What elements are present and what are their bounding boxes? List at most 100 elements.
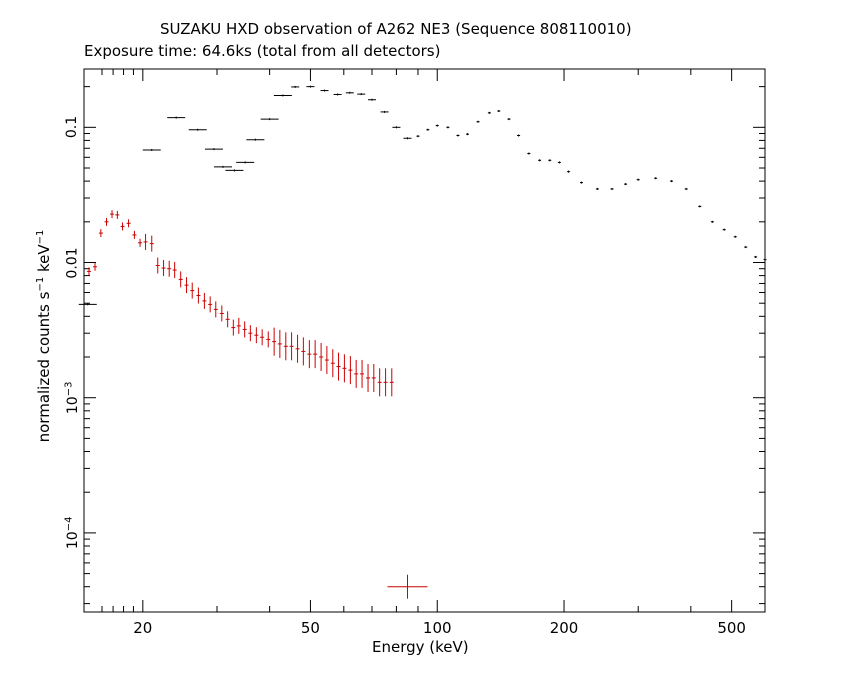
data-point xyxy=(722,228,726,231)
data-point xyxy=(167,116,186,119)
y-tick-label: 10−3 xyxy=(62,381,81,414)
data-point xyxy=(178,271,183,288)
data-point xyxy=(188,128,207,131)
data-point xyxy=(336,352,341,381)
data-point xyxy=(416,135,420,138)
data-point xyxy=(142,148,161,151)
data-point xyxy=(446,126,450,129)
data-point xyxy=(277,329,282,358)
data-point xyxy=(733,235,737,238)
data-point xyxy=(143,233,148,250)
data-point xyxy=(763,258,767,261)
data-point xyxy=(115,210,120,219)
data-point xyxy=(190,282,195,299)
data-point xyxy=(345,91,354,94)
data-point xyxy=(272,327,277,356)
data-point xyxy=(213,165,232,168)
data-point xyxy=(383,368,388,397)
data-point xyxy=(698,205,702,208)
data-point xyxy=(196,287,201,304)
data-point xyxy=(306,85,315,88)
data-point xyxy=(291,85,300,88)
data-point xyxy=(307,340,312,369)
data-point xyxy=(754,255,758,258)
data-point xyxy=(248,325,253,342)
data-point xyxy=(155,257,160,274)
series-2 xyxy=(86,210,428,599)
data-point xyxy=(184,277,189,294)
data-point xyxy=(319,343,324,372)
data-point xyxy=(538,159,542,162)
data-point xyxy=(624,183,628,186)
data-point xyxy=(295,334,300,363)
data-point xyxy=(557,161,561,164)
data-point xyxy=(333,93,342,96)
data-point xyxy=(476,120,480,123)
data-point xyxy=(435,124,439,127)
data-point xyxy=(208,296,213,313)
chart-subtitle: Exposure time: 64.6ks (total from all de… xyxy=(84,42,441,60)
data-point xyxy=(110,210,115,219)
y-tick-label: 0.01 xyxy=(64,246,81,279)
data-point xyxy=(86,267,91,276)
data-point xyxy=(654,177,658,180)
data-point xyxy=(360,359,365,388)
y-axis-label: normalized counts s−1 keV−1 xyxy=(35,229,53,443)
data-point xyxy=(348,356,353,385)
data-point xyxy=(78,303,97,306)
data-point xyxy=(387,574,428,599)
data-point xyxy=(389,368,394,397)
data-point xyxy=(426,128,430,131)
data-point xyxy=(283,332,288,361)
data-point xyxy=(167,260,172,277)
data-point xyxy=(260,329,265,346)
data-point xyxy=(246,138,265,141)
data-point xyxy=(273,94,292,97)
y-tick-label: 10−4 xyxy=(62,516,81,550)
data-point xyxy=(301,337,306,366)
data-point xyxy=(507,118,511,121)
data-point xyxy=(236,317,241,334)
data-point xyxy=(138,238,143,247)
data-point xyxy=(466,133,470,136)
data-point xyxy=(219,305,224,322)
data-point xyxy=(161,260,166,277)
data-point xyxy=(487,111,491,114)
data-point xyxy=(367,98,376,101)
x-tick-label: 200 xyxy=(549,619,579,637)
data-point xyxy=(204,148,223,151)
data-point xyxy=(548,159,552,162)
data-point xyxy=(149,235,154,252)
data-point xyxy=(380,110,389,113)
y-tick-label: 0.1 xyxy=(64,116,81,139)
data-point xyxy=(324,346,329,375)
data-point xyxy=(225,169,244,172)
chart-title: SUZAKU HXD observation of A262 NE3 (Sequ… xyxy=(160,20,632,38)
x-tick-label: 500 xyxy=(717,619,746,637)
data-point xyxy=(172,262,177,279)
x-tick-label: 100 xyxy=(422,619,452,637)
data-point xyxy=(236,161,255,164)
data-point xyxy=(567,170,571,173)
data-point xyxy=(610,187,614,190)
data-point xyxy=(225,311,230,328)
data-point xyxy=(254,327,259,344)
data-point xyxy=(366,363,371,392)
data-point xyxy=(744,246,748,249)
x-tick-label: 50 xyxy=(300,619,320,637)
data-point xyxy=(517,134,521,137)
data-point xyxy=(392,126,401,129)
data-point xyxy=(497,110,501,113)
data-point xyxy=(357,93,366,96)
data-point xyxy=(320,89,329,92)
data-point xyxy=(354,359,359,388)
data-point xyxy=(266,331,271,348)
series-1 xyxy=(78,85,767,306)
data-point xyxy=(126,219,131,228)
data-point xyxy=(289,332,294,361)
data-point xyxy=(636,178,640,181)
plot-frame xyxy=(83,68,766,613)
data-point xyxy=(98,229,103,238)
data-point xyxy=(403,137,412,140)
